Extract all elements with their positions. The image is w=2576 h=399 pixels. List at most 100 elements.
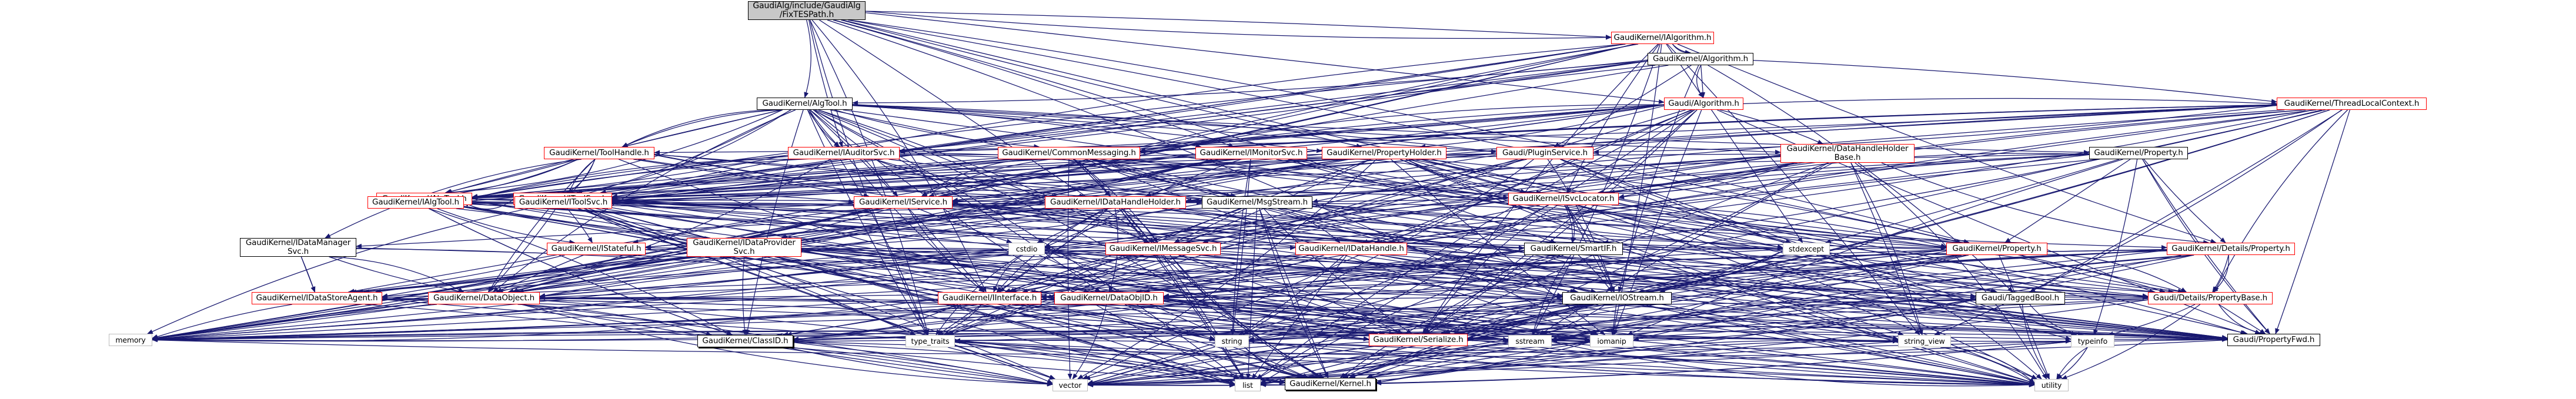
graph-edge — [1162, 208, 2228, 340]
graph-node-serializeh[interactable]: GaudiKernel/Serialize.h — [1369, 334, 1468, 346]
graph-edge — [952, 203, 2228, 340]
graph-edge — [1422, 43, 1659, 334]
graph-node-itoolsvc[interactable]: GaudiKernel/IToolSvc.h — [514, 196, 612, 209]
graph-node-msgstream[interactable]: GaudiKernel/MsgStream.h — [1202, 196, 1312, 209]
graph-node-idatahandle[interactable]: GaudiKernel/IDataHandle.h — [1295, 243, 1407, 255]
graph-edge — [1366, 340, 1591, 378]
graph-edge — [1244, 347, 1318, 380]
graph-edge — [1087, 254, 1959, 386]
graph-node-commonmessaging[interactable]: GaudiKernel/CommonMessaging.h — [998, 147, 1140, 159]
graph-edge — [1041, 250, 1525, 299]
graph-node-typeinfo[interactable]: typeinfo — [2071, 335, 2114, 347]
graph-edge — [1453, 254, 1962, 336]
graph-edge — [874, 159, 1085, 199]
graph-edge — [1444, 302, 1591, 334]
graph-edge — [612, 199, 854, 208]
graph-edge — [1163, 249, 1947, 300]
graph-node-imessagesvc[interactable]: GaudiKernel/IMessageSvc.h — [1105, 243, 1221, 255]
graph-node-idatahandleholder[interactable]: GaudiKernel/IDataHandleHolder.h — [1045, 196, 1186, 209]
graph-node-gkalgorithm[interactable]: GaudiKernel/Algorithm.h — [1648, 53, 1753, 65]
graph-edge — [152, 304, 437, 341]
graph-edge — [2020, 254, 2187, 294]
graph-edge — [1030, 254, 1311, 294]
graph-edge — [463, 203, 2228, 341]
graph-node-root[interactable]: GaudiAlg/include/GaudiAlg /FixTESPath.h — [748, 1, 866, 20]
graph-node-istateful[interactable]: GaudiKernel/IStateful.h — [547, 243, 646, 255]
graph-edge — [1214, 254, 1563, 297]
graph-node-idatastoreagent[interactable]: GaudiKernel/IDataStoreAgent.h — [252, 292, 382, 304]
graph-edge — [774, 256, 1235, 384]
graph-node-threadlocal[interactable]: GaudiKernel/ThreadLocalContext.h — [2277, 98, 2427, 110]
graph-edge — [596, 204, 1385, 336]
graph-node-gkproperty[interactable]: GaudiKernel/Property.h — [1946, 243, 2047, 255]
graph-edge — [1881, 162, 2210, 245]
graph-node-algtool[interactable]: GaudiKernel/AlgTool.h — [757, 98, 853, 110]
graph-node-classid[interactable]: GaudiKernel/ClassID.h — [697, 335, 793, 347]
graph-node-utility[interactable]: utility — [2034, 379, 2069, 391]
graph-node-memory[interactable]: memory — [109, 334, 152, 346]
graph-edge — [612, 159, 1008, 199]
graph-node-pluginservice[interactable]: Gaudi/PluginService.h — [1496, 147, 1593, 159]
graph-edge — [451, 204, 1304, 379]
graph-edge — [1467, 299, 1976, 341]
graph-node-detailspropertybase[interactable]: Gaudi/Details/PropertyBase.h — [2148, 292, 2273, 304]
graph-node-list[interactable]: list — [1235, 379, 1261, 391]
graph-node-iinterface[interactable]: GaudiKernel/IInterface.h — [938, 292, 1041, 304]
graph-edge — [1163, 249, 1783, 299]
graph-edge — [152, 298, 1563, 343]
graph-node-property[interactable]: GaudiKernel/Property.h — [2089, 147, 2188, 159]
graph-node-ialgorithm[interactable]: GaudiKernel/IAlgorithm.h — [1611, 32, 1714, 44]
graph-edge — [567, 159, 596, 197]
graph-edge — [512, 256, 701, 293]
graph-edge — [852, 105, 1202, 149]
graph-edge — [1288, 159, 2174, 294]
graph-edge — [1289, 157, 1526, 193]
graph-node-datahandleholderbase[interactable]: GaudiKernel/DataHandleHolder Base.h — [1780, 144, 1915, 163]
graph-node-sstream[interactable]: sstream — [1508, 335, 1552, 347]
graph-node-taggedbool[interactable]: Gaudi/TaggedBool.h — [1976, 292, 2065, 304]
graph-edge — [2212, 254, 2229, 293]
graph-edge — [1696, 65, 1704, 98]
graph-node-detailsproperty[interactable]: GaudiKernel/Details/Property.h — [2167, 243, 2295, 255]
graph-edge — [612, 203, 1899, 342]
graph-edge — [808, 19, 843, 147]
graph-node-toolhandle[interactable]: GaudiKernel/ToolHandle.h — [544, 147, 654, 159]
graph-edge — [793, 341, 1285, 385]
graph-node-stringbox[interactable]: string — [1215, 335, 1249, 347]
graph-edge — [329, 256, 465, 294]
graph-node-iservice[interactable]: GaudiKernel/IService.h — [854, 196, 953, 209]
graph-edge — [1405, 159, 1542, 195]
graph-edge — [1611, 43, 1662, 336]
graph-edge — [654, 154, 1202, 204]
graph-node-ialgtool[interactable]: GaudiKernel/IAlgTool.h — [367, 196, 464, 209]
graph-node-vector[interactable]: vector — [1053, 379, 1088, 391]
graph-node-dataobjid[interactable]: GaudiKernel/DataObjID.h — [1054, 292, 1164, 304]
graph-edge — [1259, 208, 1329, 378]
graph-node-propertyfwd[interactable]: Gaudi/PropertyFwd.h — [2227, 334, 2320, 346]
graph-node-typetraits[interactable]: type_traits — [906, 335, 955, 347]
graph-node-idatamanagersvc[interactable]: GaudiKernel/IDataManager Svc.h — [240, 238, 356, 257]
graph-node-idataprovidersvc[interactable]: GaudiKernel/IDataProvider Svc.h — [687, 238, 801, 257]
graph-node-iauditorsvc[interactable]: GaudiKernel/IAuditorSvc.h — [788, 147, 900, 159]
graph-node-imonitorsvc[interactable]: GaudiKernel/IMonitorSvc.h — [1195, 147, 1307, 159]
graph-node-isvclocator[interactable]: GaudiKernel/ISvcLocator.h — [1508, 193, 1619, 205]
graph-node-cstdio[interactable]: cstdio — [1008, 243, 1045, 255]
graph-node-propertyholder[interactable]: GaudiKernel/PropertyHolder.h — [1322, 147, 1446, 159]
graph-edge — [1659, 254, 1954, 293]
graph-edge — [1609, 109, 2306, 195]
graph-edge — [954, 299, 1563, 343]
graph-edge — [952, 105, 2277, 203]
graph-node-iostream0[interactable]: GaudiKernel/IOStream.h — [1562, 292, 1672, 304]
graph-node-stdexcept[interactable]: stdexcept — [1783, 243, 1830, 255]
graph-node-kernel[interactable]: GaudiKernel/Kernel.h — [1285, 378, 1376, 390]
graph-edge — [954, 341, 1235, 386]
graph-node-gaudialgorithm[interactable]: Gaudi/Algorithm.h — [1664, 98, 1743, 110]
graph-edge — [472, 200, 1591, 342]
graph-edge — [1178, 254, 1404, 334]
graph-node-stringview[interactable]: string_view — [1898, 335, 1951, 347]
graph-node-iomanip[interactable]: iomanip — [1590, 335, 1633, 347]
graph-node-smartif[interactable]: GaudiKernel/SmartIF.h — [1524, 243, 1623, 255]
graph-edge — [1708, 65, 2014, 293]
graph-edge — [612, 153, 1497, 200]
graph-node-dataobject[interactable]: GaudiKernel/DataObject.h — [428, 292, 540, 304]
